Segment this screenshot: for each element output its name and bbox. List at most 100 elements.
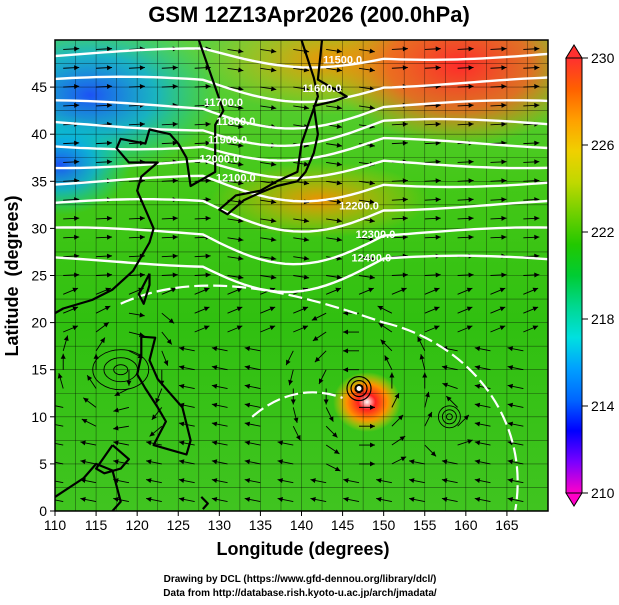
- streamline-arrowhead: [139, 65, 145, 71]
- streamline-arrowhead: [369, 236, 375, 242]
- streamline-arrowhead: [81, 419, 88, 424]
- streamline-arrowhead: [270, 199, 277, 205]
- streamline-arrowhead: [474, 421, 481, 427]
- streamline-arrowhead: [146, 496, 152, 502]
- streamline-arrowhead: [270, 48, 277, 54]
- streamline-arrowhead: [474, 478, 481, 484]
- streamline-arrowhead: [534, 140, 540, 146]
- eddy-swirl: [445, 413, 453, 421]
- streamline-arrowhead: [499, 325, 506, 331]
- streamline-arrowhead: [336, 48, 342, 54]
- streamline-arrowhead: [155, 397, 161, 404]
- streamline-arrowhead: [80, 459, 86, 465]
- streamline-arrowhead: [270, 218, 277, 224]
- x-axis-ticks: 110 115 120 125 130 135 140 145 150 155 160 165: [44, 511, 519, 533]
- contour-label: 11600.0: [302, 83, 341, 95]
- y-tick-label: 25: [31, 268, 47, 284]
- streamline-arrowhead: [311, 315, 318, 321]
- streamline-arrowhead: [303, 274, 310, 280]
- streamline-arrowhead: [203, 287, 210, 293]
- streamline-arrowhead: [166, 339, 172, 345]
- streamline-arrowhead: [369, 86, 375, 92]
- streamline-arrowhead: [139, 121, 145, 127]
- streamline-arrowhead: [435, 46, 441, 52]
- streamline-arrowhead: [468, 178, 474, 184]
- streamline-arrowhead: [113, 425, 119, 431]
- streamline-arrowhead: [106, 140, 113, 146]
- height-contour-dashed: [120, 284, 385, 324]
- streamline-arrowhead: [149, 431, 155, 437]
- streamline-arrowhead: [269, 325, 276, 331]
- streamline-arrowhead: [336, 274, 342, 280]
- streamline-arrowhead: [114, 391, 121, 396]
- streamline-arrowhead: [336, 105, 342, 111]
- streamline-arrowhead: [139, 272, 145, 278]
- streamline-arrowhead: [72, 325, 78, 331]
- streamline-arrowhead: [288, 379, 294, 386]
- streamline-arrowhead: [336, 123, 342, 129]
- y-tick-label: 0: [39, 503, 47, 519]
- streamline-arrowhead: [402, 140, 408, 146]
- streamline-arrowhead: [402, 178, 408, 184]
- streamline-arrowhead: [295, 434, 301, 441]
- streamline-arrowhead: [205, 253, 211, 259]
- streamline-arrowhead: [534, 84, 540, 90]
- streamline-arrowhead: [435, 178, 441, 184]
- streamline-arrowhead: [60, 353, 66, 359]
- coastline: [137, 273, 151, 305]
- streamline-arrowhead: [277, 440, 283, 446]
- streamline-arrowhead: [501, 197, 507, 203]
- streamline-arrowhead: [501, 84, 507, 90]
- streamline-arrowhead: [424, 391, 430, 398]
- streamline-arrowhead: [286, 359, 291, 366]
- streamline-arrowhead: [106, 84, 113, 90]
- height-contour-dashed: [251, 391, 343, 418]
- streamline-arrowhead: [178, 421, 185, 427]
- contour-label: 11500.0: [323, 55, 362, 67]
- contour-label: 11800.0: [216, 116, 255, 128]
- streamline-arrowhead: [244, 440, 251, 446]
- chart-title: GSM 12Z13Apr2026 (200.0hPa): [148, 2, 470, 27]
- streamline-arrowhead: [467, 439, 473, 444]
- streamline-arrowhead: [501, 65, 507, 71]
- colorbar-tick-label: 218: [591, 311, 615, 327]
- streamline-arrowhead: [402, 197, 408, 203]
- streamline-arrowhead: [303, 105, 310, 111]
- streamline-arrowhead: [172, 121, 178, 127]
- streamline-arrowhead: [468, 84, 474, 90]
- y-axis-ticks: 0 5 10 15 20 25 30 35 40 45: [31, 79, 55, 519]
- x-tick-label: 115: [85, 517, 108, 533]
- streamline-arrowhead: [441, 478, 448, 484]
- streamline-arrowhead: [468, 234, 474, 240]
- x-tick-label: 120: [125, 517, 149, 533]
- contour-label: 11900.0: [208, 135, 247, 147]
- streamline-arrowhead: [501, 234, 507, 240]
- streamline-arrowhead: [236, 287, 243, 293]
- anticyclone-swirl: [92, 349, 150, 391]
- streamline-arrowhead: [310, 496, 316, 502]
- streamline-arrowhead: [369, 67, 375, 73]
- streamline-arrowhead: [334, 466, 341, 472]
- anticyclone-swirl: [103, 357, 138, 383]
- streamline-arrowhead: [369, 218, 375, 224]
- colorbar-ticks: 210 214 218 222 226 230: [582, 50, 615, 501]
- cyclone-swirl: [354, 383, 364, 394]
- streamline-arrowhead: [238, 274, 244, 280]
- streamline-arrowhead: [146, 478, 152, 484]
- streamline-arrowhead: [336, 67, 342, 73]
- x-tick-label: 110: [44, 517, 67, 533]
- streamline-arrowhead: [534, 178, 540, 184]
- y-tick-label: 30: [31, 220, 47, 236]
- streamline-arrowhead: [532, 325, 539, 331]
- streamline-arrowhead: [336, 161, 342, 167]
- coastline: [55, 462, 122, 511]
- streamline-arrowhead: [211, 383, 218, 389]
- streamline-arrowhead: [270, 105, 277, 111]
- streamline-arrowhead: [534, 215, 540, 221]
- streamline-arrowhead: [106, 215, 113, 221]
- streamline-arrowhead: [468, 46, 474, 52]
- streamline-arrowhead: [303, 236, 310, 242]
- colorbar-tick-label: 210: [591, 485, 615, 501]
- streamline-arrowhead: [507, 346, 514, 352]
- streamline-arrowhead: [113, 407, 119, 413]
